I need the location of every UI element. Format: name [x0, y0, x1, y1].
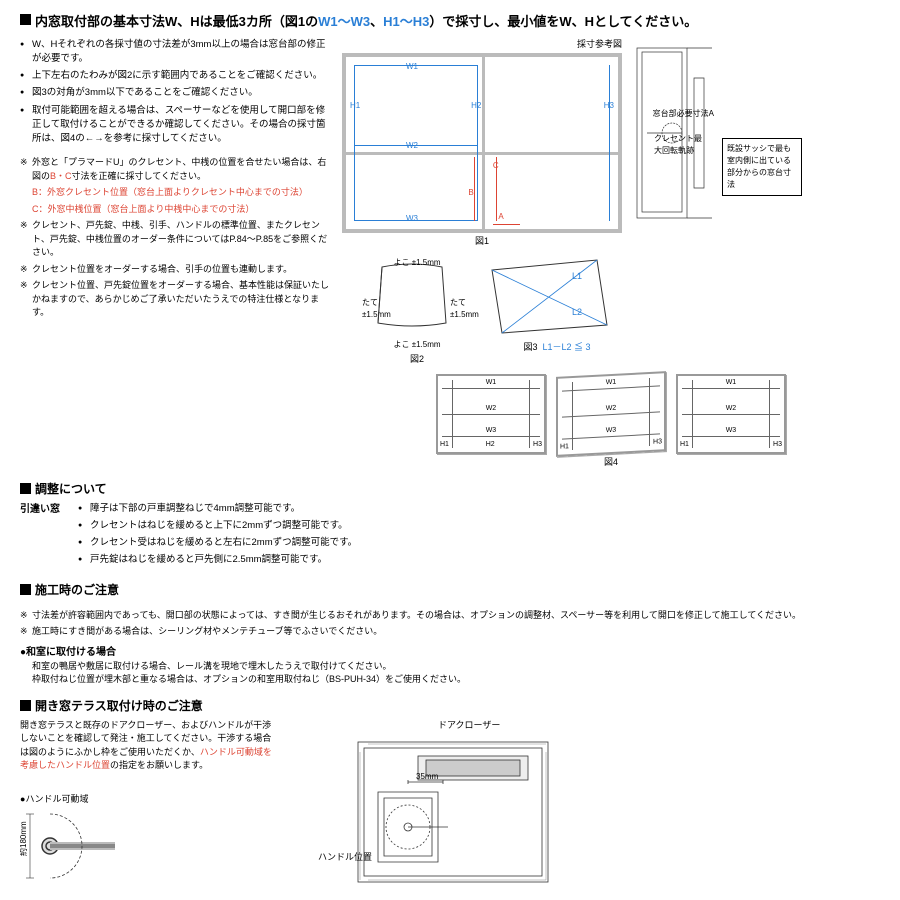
section-install: 施工時のご注意 寸法差が許容範囲内であっても、開口部の状態によっては、すき間が生… — [20, 581, 880, 687]
fig2-fig3-row: よこ ±1.5mm たて ±1.5mm たて ±1.5mm よこ ±1.5mm … — [342, 255, 880, 367]
notes-list: 外窓と「プラマードU」のクレセント、中桟の位置を合せたい場合は、右図のB・C寸法… — [20, 156, 330, 320]
closer-label: ドアクローザー — [438, 719, 880, 733]
heading-sep: 、 — [370, 14, 383, 29]
note-item: クレセント位置、戸先錠位置をオーダーする場合、基本性能は保証いたしかねますので、… — [20, 279, 330, 320]
side-label-a: 窓台部必要寸法A — [653, 108, 714, 120]
fig3-svg: L1 L2 — [482, 255, 612, 339]
heading-h-range: H1～H3 — [383, 14, 429, 29]
install-p4: 枠取付ねじ位置が埋木部と重なる場合は、オプションの和室用取付ねじ（BS-PUH-… — [20, 673, 880, 687]
handle-pos-label: ハンドル位置 — [318, 851, 880, 865]
window-diagram: W1 W2 W3 H1 H2 H3 B C A — [342, 53, 622, 233]
bullet-item: W、Hそれぞれの各採寸値の寸法差が3mm以上の場合は窓台部の修正が必要です。 — [20, 38, 330, 67]
terrace-text: 開き窓テラスと既存のドアクローザー、およびハンドルが干渉しないことを確認して発注… — [20, 719, 280, 887]
fig1-caption: 図1 — [342, 235, 622, 249]
heading-suffix: ）で採寸し、最小値をW、Hとしてください。 — [429, 14, 697, 29]
terrace-heading: 開き窓テラス取付け時のご注意 — [35, 699, 203, 713]
adjust-item: クレセントはねじを緩めると上下に2mmずつ調整可能です。 — [78, 519, 880, 533]
handle-arc-svg: 約180mm — [20, 806, 150, 886]
c-definition: C：外窓中桟位置（窓台上面より中桟中心までの寸法） — [20, 203, 330, 217]
fig4-box-1: W1 W2 W3 H1 H2 H3 — [436, 374, 546, 454]
square-bullet-icon — [20, 700, 31, 711]
bullet-item: 取付可能範囲を超える場合は、スペーサーなどを使用して開口部を修正して取付けること… — [20, 104, 330, 147]
cross-section: 窓台部必要寸法A クレセント最大回転軌跡 既設サッシで最も室内側に出ている部分か… — [632, 38, 802, 249]
section-terrace: 開き窓テラス取付け時のご注意 開き窓テラスと既存のドアクローザー、およびハンドル… — [20, 697, 880, 887]
svg-text:L2: L2 — [572, 307, 582, 317]
bullet-item: 上下左右のたわみが図2に示す範囲内であることをご確認ください。 — [20, 69, 330, 83]
fig3-caption: 図3 L1－L2 ≦ 3 — [482, 341, 632, 355]
adjust-item: 障子は下部の戸車調整ねじで4mm調整可能です。 — [78, 502, 880, 516]
note-item: クレセント、戸先錠、中桟、引手、ハンドルの標準位置、またクレセント、戸先錠、中桟… — [20, 219, 330, 260]
fig4-caption: 図4 — [342, 456, 880, 470]
heading-measurement: 内窓取付部の基本寸法W、Hは最低3カ所（図1のW1～W3、H1～H3）で採寸し、… — [20, 12, 880, 32]
fig2-caption: 図2 — [362, 353, 472, 367]
section-adjustment: 調整について 引違い窓 障子は下部の戸車調整ねじで4mm調整可能です。 クレセン… — [20, 480, 880, 571]
left-column: W、Hそれぞれの各採寸値の寸法差が3mm以上の場合は窓台部の修正が必要です。 上… — [20, 38, 330, 470]
svg-text:約180mm: 約180mm — [20, 821, 28, 856]
heading-w-range: W1～W3 — [318, 14, 370, 29]
install-note: 寸法差が許容範囲内であっても、開口部の状態によっては、すき間が生じるおそれがあり… — [20, 609, 880, 623]
callout-box: 既設サッシで最も室内側に出ている部分からの窓台寸法 — [722, 138, 802, 196]
figure-3: L1 L2 図3 L1－L2 ≦ 3 — [482, 255, 632, 355]
install-subheading: 和室に取付ける場合 — [26, 647, 116, 658]
square-bullet-icon — [20, 14, 31, 25]
square-bullet-icon — [20, 584, 31, 595]
note-item: 外窓と「プラマードU」のクレセント、中桟の位置を合せたい場合は、右図のB・C寸法… — [20, 156, 330, 183]
svg-text:L1: L1 — [572, 271, 582, 281]
fig4-box-2: W1 W2 W3 H1 H3 — [556, 371, 666, 457]
handle-area-label: ハンドル可動域 — [25, 794, 88, 804]
adjust-heading: 調整について — [35, 482, 107, 496]
install-heading: 施工時のご注意 — [35, 583, 119, 597]
adjust-list: 障子は下部の戸車調整ねじで4mm調整可能です。 クレセントはねじを緩めると上下に… — [78, 502, 880, 571]
svg-text:35mm: 35mm — [416, 772, 439, 781]
fig4-box-3: W1 W2 W3 H1 H3 — [676, 374, 786, 454]
fig1-title: 採寸参考図 — [342, 38, 622, 52]
note-item: クレセント位置をオーダーする場合、引手の位置も連動します。 — [20, 263, 330, 277]
side-label-c: クレセント最大回転軌跡 — [654, 133, 702, 157]
figure-4: W1 W2 W3 H1 H2 H3 W1 W2 W3 H1 H3 W1 W2 — [342, 374, 880, 454]
terrace-diagram: ドアクローザー — [298, 719, 880, 887]
square-bullet-icon — [20, 483, 31, 494]
adjust-subheading: 引違い窓 — [20, 502, 78, 571]
b-definition: B：外窓クレセント位置（窓台上面よりクレセント中心までの寸法） — [20, 186, 330, 200]
install-p3: 和室の鴨居や敷居に取付ける場合、レール溝を現地で埋木したうえで取付けてください。 — [20, 660, 880, 674]
right-column: 採寸参考図 W1 W2 W3 H1 H2 H3 B C A — [342, 38, 880, 470]
bullet-item: 図3の対角が3mm以下であることをご確認ください。 — [20, 86, 330, 100]
figure-2: よこ ±1.5mm たて ±1.5mm たて ±1.5mm よこ ±1.5mm … — [362, 255, 472, 367]
bullet-list: W、Hそれぞれの各採寸値の寸法差が3mm以上の場合は窓台部の修正が必要です。 上… — [20, 38, 330, 147]
figure-1: 採寸参考図 W1 W2 W3 H1 H2 H3 B C A — [342, 38, 622, 249]
heading-text: 内窓取付部の基本寸法W、Hは最低3カ所（図1のW1～W3、H1～H3）で採寸し、… — [35, 12, 697, 32]
install-note: 施工時にすき間がある場合は、シーリング材やメンテチューブ等でふさいでください。 — [20, 625, 880, 639]
adjust-item: 戸先錠はねじを緩めると戸先側に2.5mm調整可能です。 — [78, 553, 880, 567]
heading-prefix: 内窓取付部の基本寸法W、Hは最低3カ所（図1の — [35, 14, 318, 29]
adjust-item: クレセント受はねじを緩めると左右に2mmずつ調整可能です。 — [78, 536, 880, 550]
